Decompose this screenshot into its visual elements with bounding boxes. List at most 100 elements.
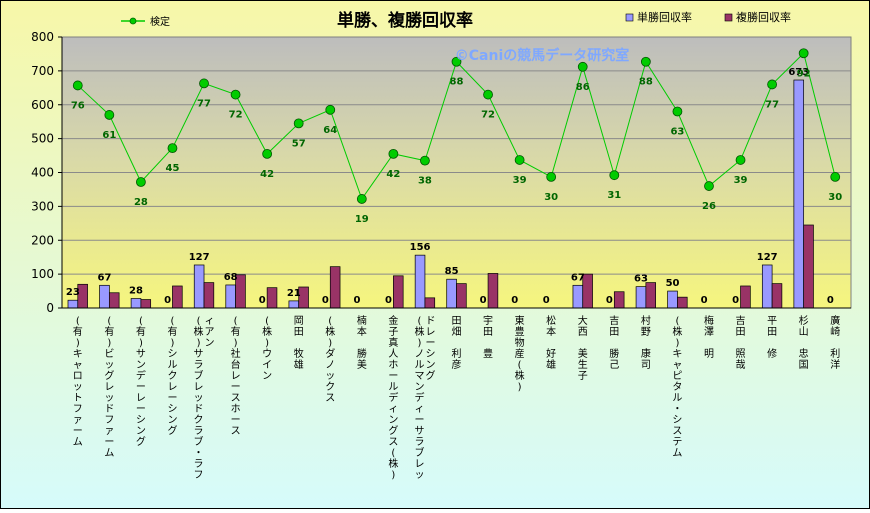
data-label-line: 88 xyxy=(639,77,653,88)
bar-place xyxy=(329,266,341,309)
data-label-line: 42 xyxy=(260,169,274,180)
x-tick-label: 松本 好雄 xyxy=(546,314,556,371)
x-tick-label: (有)サンデーレーシング xyxy=(136,316,146,448)
line-point xyxy=(830,172,841,182)
x-tick-label: (株)ノルマンディーサラブレッドレーシング xyxy=(414,316,435,481)
line-point xyxy=(356,194,367,204)
bar-place xyxy=(771,283,783,309)
bar-win xyxy=(572,284,584,309)
data-label-win: 0 xyxy=(701,295,708,306)
data-label-line: 86 xyxy=(576,82,590,93)
legend: 検定 単勝回収率 複勝回収率 xyxy=(121,10,791,28)
x-tick-label: 楠本 勝美 xyxy=(357,314,367,371)
line-point xyxy=(325,104,336,115)
legend-line-marker xyxy=(129,17,137,25)
bar-win xyxy=(667,290,678,309)
data-label-line: 88 xyxy=(450,77,464,88)
x-tick-label: (有)シルクレーシング xyxy=(167,316,177,437)
x-tick-label: (株)ダノックス xyxy=(325,316,335,404)
y-tick-label: 500 xyxy=(31,132,54,146)
data-label-win: 23 xyxy=(66,287,80,298)
data-label-line: 92 xyxy=(797,68,811,79)
line-point xyxy=(451,56,462,67)
data-label-line: 61 xyxy=(102,130,116,141)
data-label-win: 21 xyxy=(287,288,301,299)
data-label-line: 28 xyxy=(134,197,148,208)
chart-title: 単勝、複勝回収率 xyxy=(337,10,473,31)
bar-win xyxy=(130,298,142,309)
x-tick-label: (有)キャロットファーム xyxy=(73,316,83,448)
data-label-line: 38 xyxy=(418,176,432,187)
line-point xyxy=(609,170,620,181)
x-tick-label: 杉山 忠国 xyxy=(799,314,809,371)
data-label-line: 45 xyxy=(165,163,179,174)
x-tick-label: (株)ウイン xyxy=(262,316,272,382)
x-tick-label: 吉田 照哉 xyxy=(736,315,746,371)
line-point xyxy=(704,181,714,191)
data-label-line: 77 xyxy=(197,98,211,109)
legend-label-line: 検定 xyxy=(150,15,170,28)
bar-place xyxy=(393,275,404,309)
bar-place xyxy=(266,287,278,309)
line-point xyxy=(735,155,746,165)
bars xyxy=(67,79,814,309)
y-tick-label: 100 xyxy=(31,267,54,281)
data-label-line: 26 xyxy=(702,201,716,212)
data-label-win: 50 xyxy=(666,278,680,289)
line-point xyxy=(262,148,273,159)
x-tick-label: (株)キャピタル・システム xyxy=(672,316,682,459)
line-point xyxy=(546,172,557,182)
y-tick-label: 800 xyxy=(31,30,54,44)
line-series xyxy=(72,48,841,204)
watermark: ©Caniの競馬データ研究室 xyxy=(455,47,630,64)
line-point xyxy=(72,80,83,91)
bar-win xyxy=(99,284,110,309)
y-tick-label: 700 xyxy=(31,64,54,78)
data-labels: 23 67 28 0 127 68 0 21 0 0 0 156 85 0 0 0 67 0 63 50 0 0 127 67… xyxy=(66,67,842,306)
data-label-line: 64 xyxy=(323,125,337,136)
data-label-win: 0 xyxy=(543,295,550,306)
bar-place xyxy=(803,224,814,309)
legend-label-win: 単勝回収率 xyxy=(637,10,692,24)
line-point xyxy=(135,177,146,187)
line-point xyxy=(640,56,651,67)
bar-place xyxy=(645,282,656,309)
data-label-win: 156 xyxy=(410,242,431,253)
line-point xyxy=(577,61,588,72)
bar-place xyxy=(108,292,120,309)
bar-place xyxy=(140,299,152,309)
data-label-line: 72 xyxy=(229,110,243,121)
x-tick-label: 平田 修 xyxy=(767,316,777,360)
data-label-win: 0 xyxy=(385,295,392,306)
data-label-win: 0 xyxy=(827,295,834,306)
line-point xyxy=(767,79,777,90)
data-label-line: 39 xyxy=(513,175,527,186)
data-label-line: 72 xyxy=(481,110,495,121)
bar-win xyxy=(225,284,236,309)
legend-label-place: 複勝回収率 xyxy=(736,10,791,24)
line-point xyxy=(388,148,399,159)
data-label-win: 0 xyxy=(606,295,613,306)
x-tick-label: 吉田 勝己 xyxy=(609,315,619,371)
bar-place xyxy=(424,297,436,309)
x-tick-label: (有)ビッグレッドファーム xyxy=(104,316,114,459)
y-tick-label: 300 xyxy=(31,199,54,213)
bar-win xyxy=(193,264,205,309)
line-point xyxy=(672,106,683,117)
data-label-line: 39 xyxy=(734,175,748,186)
x-tick-label: 東豊物産(株) xyxy=(515,314,525,393)
bar-win xyxy=(414,254,426,309)
bar-place xyxy=(203,282,215,309)
data-label-win: 0 xyxy=(259,295,266,306)
data-label-win: 0 xyxy=(511,295,518,306)
data-label-win: 0 xyxy=(164,295,171,306)
line-point xyxy=(167,143,178,154)
legend-swatch-win xyxy=(625,13,634,22)
x-tick-label: (有)社台レースホース xyxy=(231,316,241,437)
bar-place xyxy=(740,285,751,309)
y-tick-label: 0 xyxy=(46,301,54,315)
data-label-line: 31 xyxy=(607,190,621,201)
data-label-line: 19 xyxy=(355,214,369,225)
